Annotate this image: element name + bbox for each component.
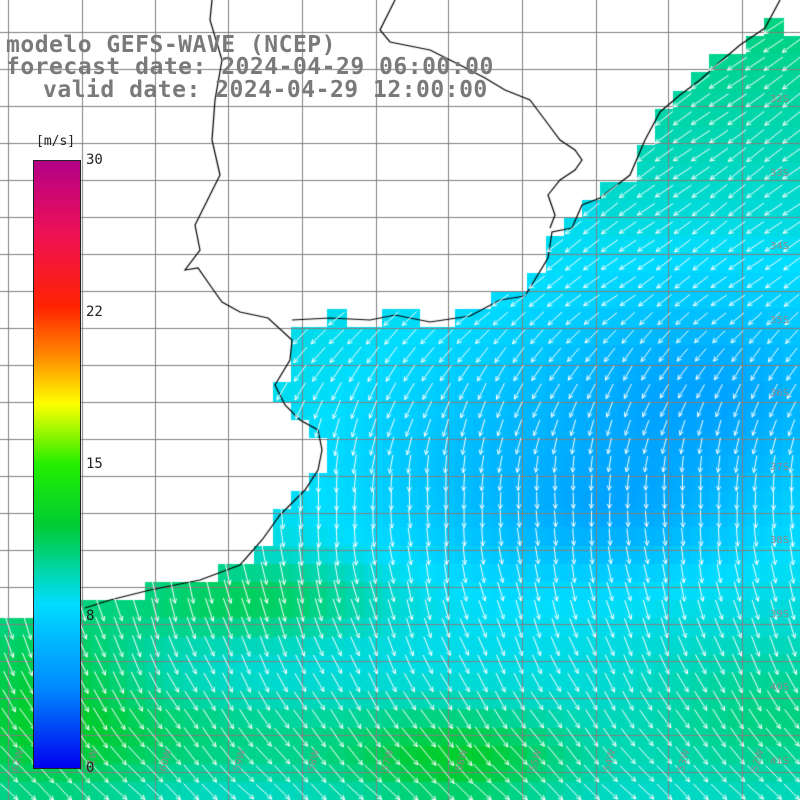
latitude-label: 35S	[770, 314, 790, 326]
latitude-label: 38S	[770, 535, 790, 546]
colorbar-tick-8: 8	[86, 608, 95, 624]
latitude-label: 40S	[770, 682, 790, 693]
latitude-label: 32S	[770, 94, 790, 105]
forecast-date: forecast date: 2024-04-29 06:00:00	[6, 54, 494, 80]
latitude-label: 37S	[770, 461, 790, 473]
colorbar	[33, 160, 81, 769]
colorbar-tick-22: 22	[86, 304, 103, 320]
valid-date: valid date: 2024-04-29 12:00:00	[43, 77, 488, 103]
latitude-label: 34S	[770, 241, 790, 252]
latitude-label: 39S	[770, 608, 790, 620]
colorbar-tick-30: 30	[86, 152, 103, 168]
latitude-label: 33S	[770, 167, 790, 179]
colorbar-tick-15: 15	[86, 456, 103, 472]
model-title: modelo GEFS-WAVE (NCEP)	[6, 32, 336, 58]
latitude-label: 41S	[770, 755, 790, 767]
colorbar-tick-0: 0	[86, 760, 95, 776]
latitude-label: 36S	[770, 388, 790, 399]
colorbar-unit: [m/s]	[36, 134, 76, 149]
